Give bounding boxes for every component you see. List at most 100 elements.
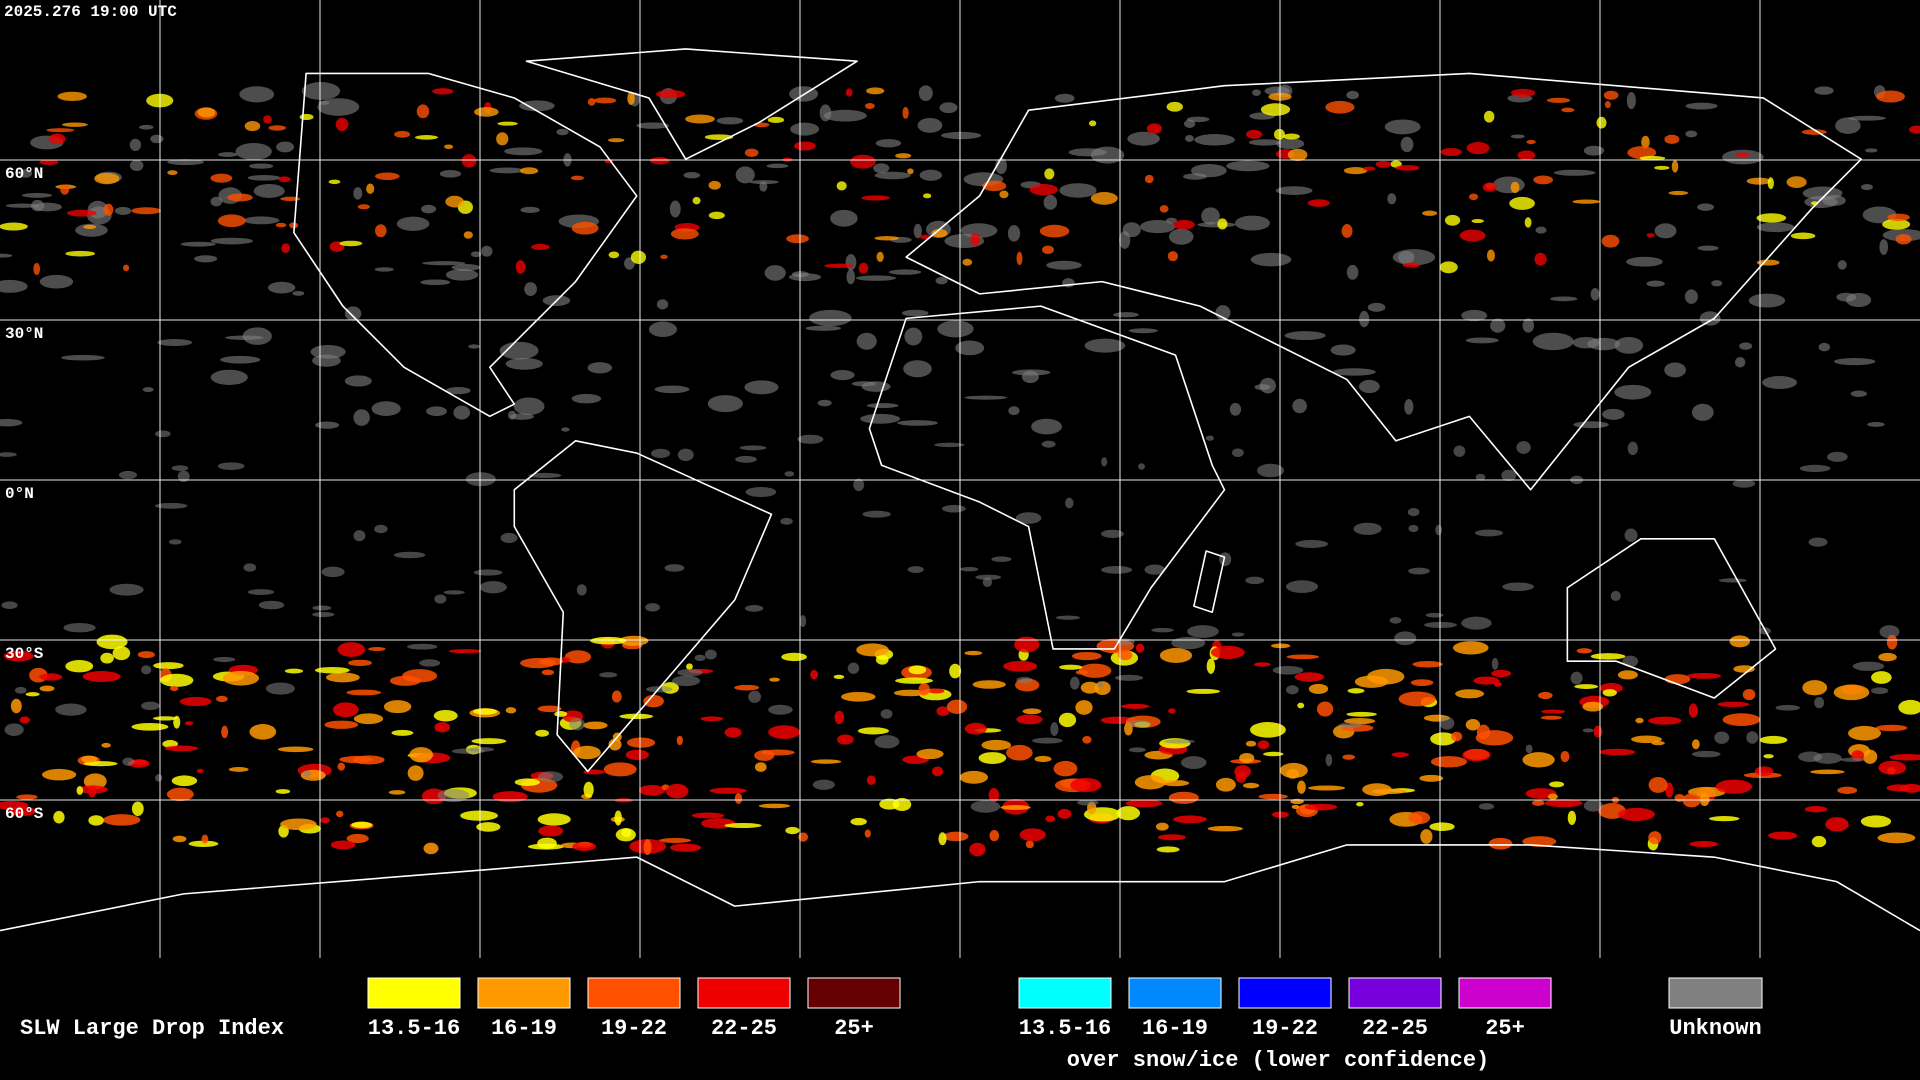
cloud-patch	[1304, 803, 1338, 811]
cloud-patch	[1346, 711, 1377, 717]
cloud-patch	[1878, 652, 1897, 662]
cloud-patch	[476, 822, 501, 832]
cloud-patch	[608, 138, 625, 143]
cloud-patch	[265, 682, 295, 695]
cloud-patch	[572, 841, 597, 851]
cloud-patch	[267, 281, 296, 294]
cloud-patch	[39, 159, 59, 165]
cloud-patch	[1626, 92, 1636, 110]
cloud-patch	[1235, 771, 1247, 783]
cloud-patch	[499, 341, 539, 360]
cloud-patch	[903, 360, 932, 378]
cloud-patch	[1867, 422, 1885, 427]
cloud-patch	[1171, 636, 1206, 650]
cloud-patch	[988, 788, 1000, 803]
cloud-patch	[210, 196, 223, 207]
latitude-label: 60°N	[5, 165, 43, 183]
cloud-patch	[1412, 661, 1443, 668]
cloud-patch	[217, 462, 245, 470]
cloud-patch	[1668, 190, 1689, 196]
cloud-patch	[1582, 701, 1604, 712]
cloud-patch	[1646, 280, 1665, 287]
cloud-patch	[949, 663, 962, 679]
cloud-patch	[312, 605, 332, 611]
cloud-patch	[593, 97, 617, 104]
cloud-patch	[1347, 688, 1365, 694]
cloud-patch	[0, 222, 28, 231]
cloud-patch	[520, 206, 540, 214]
legend-label: 16-19	[491, 1016, 557, 1041]
cloud-patch	[500, 532, 518, 543]
cloud-patch	[433, 709, 458, 722]
cloud-patch	[1590, 288, 1600, 301]
cloud-patch	[692, 196, 701, 205]
cloud-patch	[1699, 311, 1721, 326]
cloud-patch	[1648, 831, 1662, 845]
cloud-patch	[221, 725, 229, 739]
cloud-patch	[1671, 160, 1679, 173]
cloud-patch	[1042, 245, 1054, 255]
cloud-patch	[406, 643, 438, 650]
cloud-patch	[677, 448, 694, 462]
cloud-patch	[1065, 497, 1074, 509]
cloud-patch	[1375, 160, 1391, 168]
cloud-patch	[1895, 233, 1912, 245]
cloud-patch	[1341, 224, 1353, 238]
cloud-patch	[1088, 120, 1097, 127]
legend-swatch	[697, 977, 791, 1009]
cloud-patch	[394, 130, 411, 138]
legend-label: 19-22	[1252, 1016, 1318, 1041]
cloud-patch	[847, 662, 860, 674]
cloud-patch	[1635, 717, 1644, 724]
cloud-patch	[614, 810, 622, 826]
cloud-patch	[39, 274, 74, 289]
cloud-patch	[648, 321, 678, 337]
cloud-patch	[866, 775, 876, 786]
cloud-patch	[810, 669, 819, 680]
cloud-patch	[1016, 714, 1043, 725]
cloud-patch	[335, 117, 349, 132]
cloud-patch	[837, 734, 854, 745]
cloud-patch	[1534, 252, 1547, 266]
cloud-patch	[537, 813, 571, 826]
cloud-patch	[1210, 645, 1245, 659]
cloud-patch	[1742, 688, 1756, 701]
cloud-patch	[1219, 552, 1232, 567]
cloud-patch	[1871, 671, 1892, 684]
cloud-patch	[799, 615, 807, 628]
cloud-patch	[573, 745, 601, 760]
cloud-patch	[686, 663, 693, 670]
cloud-patch	[1253, 662, 1271, 667]
cloud-patch	[321, 566, 345, 578]
cloud-patch	[348, 659, 372, 667]
cloud-patch	[1316, 701, 1334, 717]
cloud-patch	[167, 170, 178, 176]
cloud-patch	[1808, 537, 1828, 547]
cloud-patch	[1602, 689, 1617, 697]
cloud-patch	[1007, 225, 1021, 242]
cloud-patch	[1022, 708, 1042, 715]
cloud-patch	[638, 784, 666, 796]
cloud-patch	[468, 747, 495, 752]
cloud-patch	[103, 203, 114, 216]
cloud-patch	[222, 670, 260, 686]
cloud-patch	[180, 241, 216, 247]
cloud-patch	[876, 251, 884, 262]
cloud-patch	[1207, 825, 1244, 832]
cloud-patch	[432, 88, 454, 95]
cloud-patch	[1408, 524, 1419, 533]
cloud-patch	[1359, 310, 1370, 328]
cloud-patch	[744, 148, 759, 157]
cloud-patch	[748, 690, 762, 703]
cloud-patch	[168, 539, 182, 545]
cloud-patch	[1762, 376, 1798, 390]
cloud-patch	[704, 649, 717, 660]
cloud-patch	[812, 779, 835, 790]
cloud-patch	[38, 673, 63, 681]
latitude-label: 30°N	[5, 325, 43, 343]
cloud-patch	[374, 172, 400, 180]
cloud-patch	[853, 478, 865, 492]
cloud-patch	[969, 842, 986, 857]
cloud-patch	[978, 752, 1007, 764]
cloud-patch	[419, 659, 441, 667]
